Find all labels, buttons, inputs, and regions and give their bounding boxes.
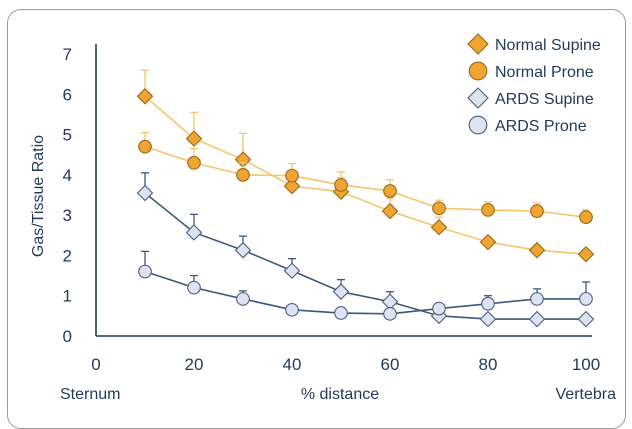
data-point — [236, 168, 250, 182]
legend-item: Normal Prone — [468, 61, 594, 81]
x-tick-label: 20 — [185, 355, 204, 374]
y-tick-label: 4 — [63, 166, 72, 185]
legend-label: Normal Prone — [495, 64, 594, 81]
data-point — [136, 88, 154, 105]
data-point — [383, 306, 397, 321]
data-point — [334, 306, 348, 320]
data-point — [579, 292, 593, 306]
x-tick-label: 0 — [91, 355, 100, 374]
data-point — [138, 139, 152, 154]
data-point — [187, 155, 201, 170]
chart-frame — [7, 9, 626, 429]
legend-item: ARDS Supine — [467, 87, 594, 109]
series-line — [144, 95, 587, 256]
data-point — [530, 292, 544, 306]
series-normal-prone — [138, 131, 593, 225]
y-tick-label: 7 — [63, 45, 72, 64]
legend-item: ARDS Prone — [468, 115, 587, 135]
data-point — [432, 301, 446, 316]
data-point — [185, 130, 203, 147]
x-tick-label: 40 — [283, 355, 302, 374]
series-line — [144, 270, 586, 315]
y-axis-label: Gas/Tissue Ratio — [30, 135, 47, 257]
data-point — [577, 310, 595, 328]
data-point — [432, 201, 446, 216]
data-point — [467, 33, 489, 55]
data-point — [334, 178, 348, 192]
series-line — [144, 145, 587, 218]
data-point — [579, 210, 593, 225]
legend-label: ARDS Supine — [495, 91, 594, 108]
data-point — [528, 310, 546, 328]
data-point — [285, 302, 299, 317]
data-point — [381, 202, 399, 220]
x-axis-label-right: Vertebra — [556, 386, 617, 403]
x-tick-label: 100 — [572, 355, 600, 374]
data-point — [430, 218, 448, 236]
data-point — [332, 283, 350, 300]
legend: Normal Supine Normal Prone ARDS Supine ARDS… — [467, 33, 601, 135]
data-point — [285, 168, 299, 183]
data-point — [283, 262, 301, 280]
data-point — [236, 292, 250, 306]
data-point — [481, 296, 495, 311]
data-point — [479, 233, 497, 251]
data-point — [136, 184, 154, 202]
data-point — [383, 184, 397, 198]
axes: 0 1 2 3 4 5 6 7 0 20 40 60 80 100 — [63, 44, 600, 374]
x-axis-label: % distance — [301, 386, 379, 403]
data-point — [577, 245, 595, 263]
series-line — [144, 192, 586, 320]
series-ards-supine — [136, 172, 595, 328]
series-ards-prone — [138, 250, 593, 321]
series-normal-supine — [136, 69, 595, 263]
legend-item: Normal Supine — [467, 33, 601, 55]
data-point — [185, 224, 203, 241]
y-tick-label: 0 — [63, 327, 72, 346]
x-tick-label: 60 — [381, 355, 400, 374]
legend-label: Normal Supine — [495, 37, 601, 54]
y-tick-label: 1 — [63, 287, 72, 306]
data-point — [138, 264, 152, 279]
data-point — [479, 310, 497, 328]
y-tick-label: 6 — [63, 85, 72, 104]
x-tick-label: 80 — [479, 355, 498, 374]
series-layer — [136, 69, 595, 328]
x-axis-label-left: Sternum — [60, 386, 120, 403]
data-point — [528, 241, 546, 259]
data-point — [187, 280, 201, 295]
data-point — [468, 115, 488, 135]
data-point — [468, 61, 488, 81]
y-tick-label: 5 — [63, 126, 72, 145]
data-point — [234, 241, 252, 259]
legend-label: ARDS Prone — [495, 118, 587, 135]
y-tick-label: 2 — [63, 246, 72, 265]
data-point — [530, 204, 544, 218]
y-tick-label: 3 — [63, 206, 72, 225]
data-point — [481, 203, 495, 217]
data-point — [283, 177, 301, 195]
data-point — [467, 87, 489, 109]
